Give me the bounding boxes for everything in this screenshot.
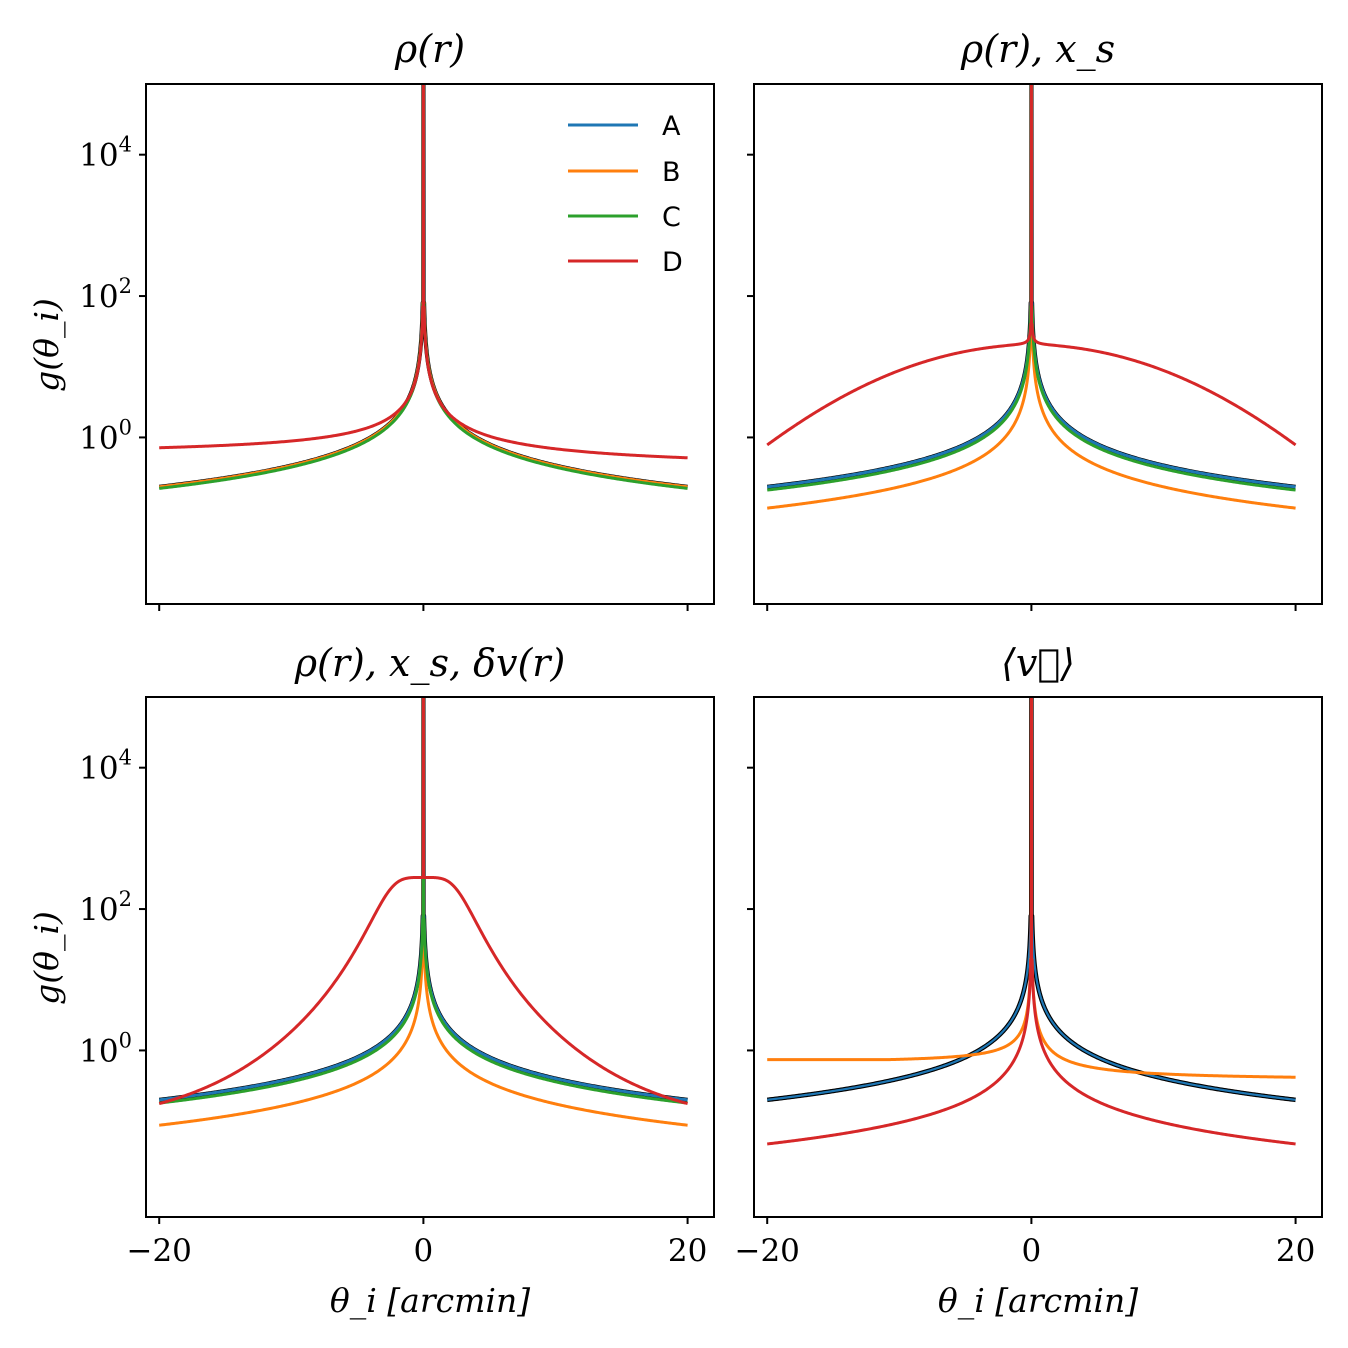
y-axis-label: g(θ_i) bbox=[27, 298, 67, 392]
y-tick-label: 100 bbox=[79, 415, 132, 456]
x-tick-label: 0 bbox=[414, 1233, 434, 1269]
legend-label-a: A bbox=[662, 111, 681, 142]
panel-title: ρ(r) bbox=[394, 27, 465, 71]
y-tick-label: 104 bbox=[79, 133, 132, 174]
axes-frame bbox=[145, 696, 715, 1218]
x-axis-label: θ_i [arcmin] bbox=[938, 1281, 1138, 1321]
series-line-a bbox=[767, 84, 1296, 489]
y-axis-label: g(θ_i) bbox=[27, 911, 67, 1005]
x-tick-label: −20 bbox=[734, 1233, 799, 1269]
y-tick-label: 102 bbox=[79, 887, 132, 928]
series-line-d bbox=[158, 697, 688, 1106]
series-line-c bbox=[159, 697, 688, 1105]
x-tick-label: 0 bbox=[1022, 1233, 1042, 1269]
x-tick-label: −20 bbox=[126, 1233, 191, 1269]
series-line-b bbox=[159, 697, 688, 1127]
axes-frame bbox=[753, 696, 1323, 1218]
panel-top-left: ρ(r) g(θ_i) 100 102 104 A B C D bbox=[27, 27, 715, 611]
panel-top-right: ρ(r), x_s bbox=[747, 27, 1323, 611]
plot-area: 100 102 104 bbox=[79, 83, 715, 611]
y-tick-label: 102 bbox=[79, 274, 132, 315]
series-line-d bbox=[766, 84, 1297, 447]
series-line-d bbox=[767, 697, 1296, 1146]
series-group bbox=[766, 84, 1297, 510]
panel-bottom-right: ⟨v⃗⟩ θ_i [arcmin] −20 0 20 bbox=[734, 641, 1323, 1321]
panel-title: ρ(r), x_s bbox=[960, 27, 1115, 72]
legend-label-b: B bbox=[662, 157, 681, 188]
legend-label-d: D bbox=[662, 247, 683, 278]
panel-bottom-left: ρ(r), x_s, δv(r) g(θ_i) θ_i [arcmin] −20… bbox=[27, 641, 715, 1321]
x-tick-label: 20 bbox=[1276, 1233, 1315, 1269]
series-line-b bbox=[767, 84, 1296, 510]
plot-area bbox=[747, 83, 1323, 611]
series-line-d bbox=[159, 84, 688, 460]
series-line-c bbox=[767, 84, 1296, 492]
series-line-c bbox=[159, 84, 688, 490]
panel-title: ⟨v⃗⟩ bbox=[1001, 641, 1075, 685]
panel-title: ρ(r), x_s, δv(r) bbox=[294, 641, 566, 686]
series-group bbox=[766, 697, 1297, 1146]
x-axis-label: θ_i [arcmin] bbox=[330, 1281, 530, 1321]
y-tick-label: 104 bbox=[79, 746, 132, 787]
plot-area: −20 0 20 bbox=[734, 696, 1323, 1269]
series-line-b bbox=[767, 697, 1296, 1079]
y-tick-label: 100 bbox=[79, 1028, 132, 1069]
plot-area: −20 0 20 100 102 104 bbox=[79, 696, 715, 1269]
x-tick-label: 20 bbox=[668, 1233, 707, 1269]
series-line-a bbox=[767, 697, 1296, 1101]
series-group bbox=[158, 84, 689, 490]
series-group bbox=[158, 697, 689, 1127]
series-line-a bbox=[159, 697, 688, 1102]
axes-frame bbox=[753, 83, 1323, 605]
legend-label-c: C bbox=[662, 202, 681, 233]
legend: A B C D bbox=[568, 111, 683, 278]
axes-frame bbox=[145, 83, 715, 605]
series-line-b bbox=[159, 84, 688, 489]
